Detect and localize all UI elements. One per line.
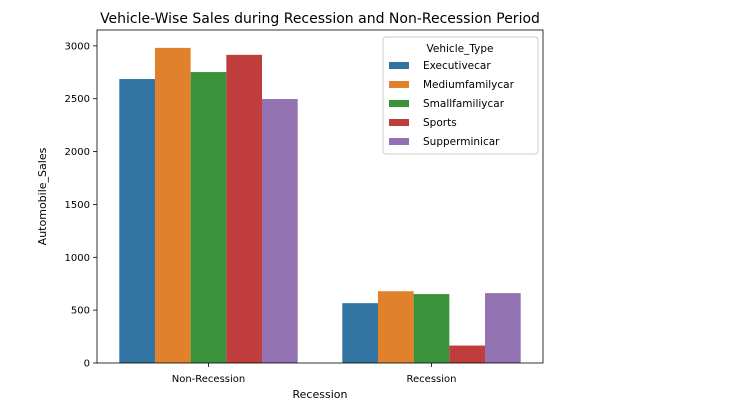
legend-swatch-mediumfamilycar [389, 81, 409, 88]
y-axis: 0 500 1000 1500 2000 2500 3000 [65, 41, 97, 370]
legend-title: Vehicle_Type [427, 43, 494, 55]
legend-label-smallfamiliycar: Smallfamiliycar [423, 98, 505, 110]
legend-label-executivecar: Executivecar [423, 60, 491, 72]
y-tick-label: 500 [71, 306, 90, 317]
bar-mediumfamilycar-recession [377, 291, 414, 363]
bar-sports-recession [449, 345, 486, 363]
bar-smallfamiliycar-non-recession [190, 72, 227, 363]
legend-label-sports: Sports [423, 117, 457, 129]
y-tick-label: 0 [84, 359, 90, 370]
y-tick-label: 1000 [65, 253, 90, 264]
chart-title: Vehicle-Wise Sales during Recession and … [100, 11, 540, 27]
bars-layer [119, 47, 521, 364]
bar-executivecar-non-recession [119, 79, 155, 364]
legend-swatch-sports [389, 119, 409, 126]
x-axis-label: Recession [293, 388, 348, 401]
legend-swatch-supperminicar [389, 138, 409, 145]
y-axis-label: Automobile_Sales [36, 147, 49, 245]
legend-swatch-smallfamiliycar [389, 100, 409, 107]
bar-sports-non-recession [226, 54, 263, 364]
x-tick-label: Recession [407, 374, 457, 385]
bar-supperminicar-non-recession [262, 99, 298, 363]
bar-mediumfamilycar-non-recession [154, 47, 191, 364]
x-axis: Non-Recession Recession [172, 363, 457, 385]
bar-supperminicar-recession [485, 293, 521, 363]
y-tick-label: 1500 [65, 200, 90, 211]
legend-label-supperminicar: Supperminicar [423, 136, 500, 148]
bar-executivecar-recession [342, 303, 378, 363]
plot-frame [96, 29, 544, 364]
y-tick-label: 2000 [65, 147, 90, 158]
legend-swatch-executivecar [389, 62, 409, 69]
x-tick-label: Non-Recession [172, 374, 246, 385]
legend-label-mediumfamilycar: Mediumfamilycar [423, 79, 515, 91]
legend-frame [382, 36, 539, 155]
legend-items: Executivecar Mediumfamilycar Smallfamiliyc… [389, 60, 515, 148]
y-tick-label: 3000 [65, 41, 90, 52]
legend: Vehicle_Type Executivecar Mediumfamilycar… [382, 36, 539, 155]
y-tick-label: 2500 [65, 94, 90, 105]
bar-smallfamiliycar-recession [413, 294, 450, 363]
